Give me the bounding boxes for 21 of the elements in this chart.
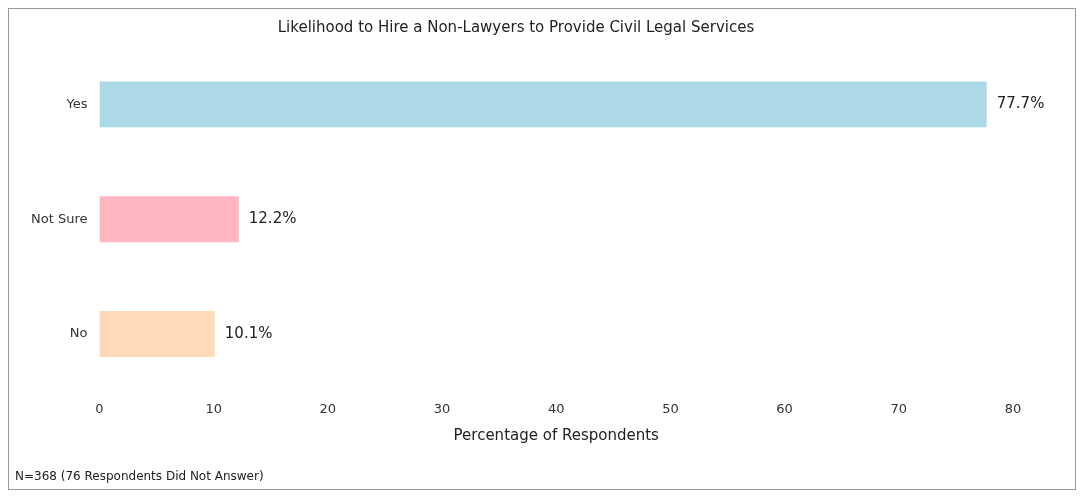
x-tick-label: 70 — [890, 400, 908, 416]
data-label: 12.2% — [248, 209, 297, 228]
x-tick-label: 0 — [95, 400, 104, 416]
x-tick-label: 40 — [547, 400, 565, 416]
text: N=368 (76 Respondents Did Not Answer) — [15, 469, 264, 483]
x-tick-label: 30 — [433, 400, 451, 416]
x-tick-label: 10 — [205, 400, 222, 416]
bar — [99, 81, 987, 128]
data-label: 77.7% — [996, 94, 1045, 113]
data-label: 10.1% — [224, 323, 273, 342]
x-tick-label: 80 — [1004, 400, 1022, 416]
x-tick-label: 50 — [662, 400, 679, 416]
bar — [99, 196, 239, 243]
y-tick-label: Yes — [65, 95, 88, 111]
chart-title: Likelihood to Hire a Non-Lawyers to Provide Civil Legal Services — [277, 17, 755, 36]
x-axis-title: Percentage of Respondents — [453, 425, 660, 444]
x-tick-label: 20 — [319, 400, 337, 416]
y-tick-label: Not Sure — [30, 210, 88, 226]
bar — [99, 311, 215, 357]
x-tick-label: 60 — [776, 400, 793, 416]
y-tick-label: No — [69, 325, 88, 341]
